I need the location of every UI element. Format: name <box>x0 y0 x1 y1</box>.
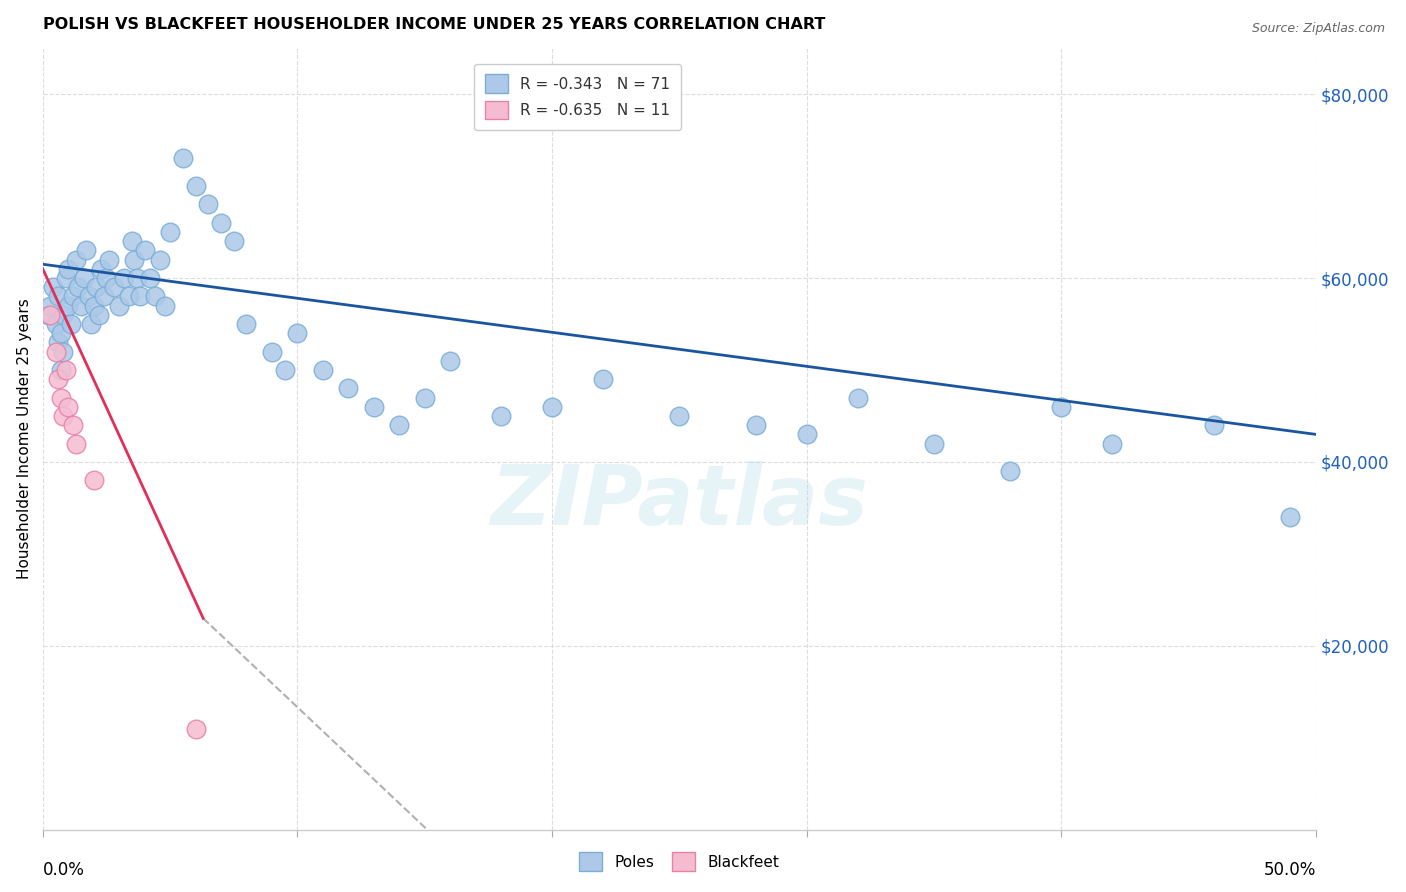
Point <box>159 225 181 239</box>
Point <box>287 326 309 341</box>
Point <box>46 335 69 350</box>
Point <box>489 409 512 423</box>
Point <box>121 234 143 248</box>
Point <box>46 289 69 303</box>
Y-axis label: Householder Income Under 25 years: Householder Income Under 25 years <box>17 299 32 580</box>
Point <box>58 400 80 414</box>
Point <box>439 353 461 368</box>
Point <box>75 244 97 258</box>
Point <box>46 372 69 386</box>
Point <box>108 299 131 313</box>
Point <box>39 308 62 322</box>
Point <box>1000 464 1022 478</box>
Point <box>128 289 150 303</box>
Point <box>592 372 614 386</box>
Point <box>149 252 172 267</box>
Point <box>222 234 245 248</box>
Text: Source: ZipAtlas.com: Source: ZipAtlas.com <box>1251 22 1385 36</box>
Point <box>52 344 75 359</box>
Point <box>103 280 125 294</box>
Point <box>138 271 160 285</box>
Point <box>44 344 66 359</box>
Point <box>134 244 156 258</box>
Point <box>260 344 283 359</box>
Point <box>96 271 118 285</box>
Point <box>153 299 176 313</box>
Point <box>388 418 411 433</box>
Point <box>62 289 84 303</box>
Point <box>312 363 335 377</box>
Point <box>49 326 72 341</box>
Text: POLISH VS BLACKFEET HOUSEHOLDER INCOME UNDER 25 YEARS CORRELATION CHART: POLISH VS BLACKFEET HOUSEHOLDER INCOME U… <box>42 17 825 32</box>
Point <box>172 152 194 166</box>
Point <box>62 418 84 433</box>
Point <box>67 280 90 294</box>
Point <box>55 271 77 285</box>
Point <box>118 289 141 303</box>
Point <box>112 271 135 285</box>
Point <box>541 400 564 414</box>
Point <box>668 409 690 423</box>
Point <box>744 418 766 433</box>
Point <box>52 409 75 423</box>
Point <box>184 179 207 194</box>
Point <box>39 299 62 313</box>
Point <box>1050 400 1073 414</box>
Point <box>209 216 232 230</box>
Point <box>143 289 166 303</box>
Point <box>90 261 112 276</box>
Point <box>1279 510 1302 524</box>
Point <box>796 427 818 442</box>
Point <box>337 381 360 395</box>
Point <box>49 391 72 405</box>
Point <box>72 271 94 285</box>
Point <box>125 271 148 285</box>
Point <box>80 317 103 331</box>
Point <box>65 252 87 267</box>
Text: 50.0%: 50.0% <box>1264 861 1316 880</box>
Point <box>59 317 82 331</box>
Point <box>83 299 105 313</box>
Point <box>83 474 105 488</box>
Point <box>58 299 80 313</box>
Point <box>49 363 72 377</box>
Point <box>65 436 87 450</box>
Point <box>77 289 100 303</box>
Legend: Poles, Blackfeet: Poles, Blackfeet <box>574 847 786 877</box>
Point <box>55 363 77 377</box>
Point <box>37 308 59 322</box>
Point <box>184 722 207 736</box>
Point <box>922 436 945 450</box>
Text: 0.0%: 0.0% <box>42 861 84 880</box>
Point <box>93 289 115 303</box>
Point <box>363 400 385 414</box>
Point <box>124 252 146 267</box>
Point <box>98 252 121 267</box>
Point <box>235 317 257 331</box>
Point <box>52 308 75 322</box>
Point <box>1101 436 1123 450</box>
Point <box>70 299 93 313</box>
Text: ZIPatlas: ZIPatlas <box>491 461 869 542</box>
Point <box>273 363 295 377</box>
Point <box>197 197 219 211</box>
Point <box>87 308 110 322</box>
Point <box>44 317 66 331</box>
Point <box>846 391 869 405</box>
Point <box>84 280 107 294</box>
Point <box>1202 418 1225 433</box>
Point <box>58 261 80 276</box>
Point <box>42 280 65 294</box>
Point <box>413 391 436 405</box>
